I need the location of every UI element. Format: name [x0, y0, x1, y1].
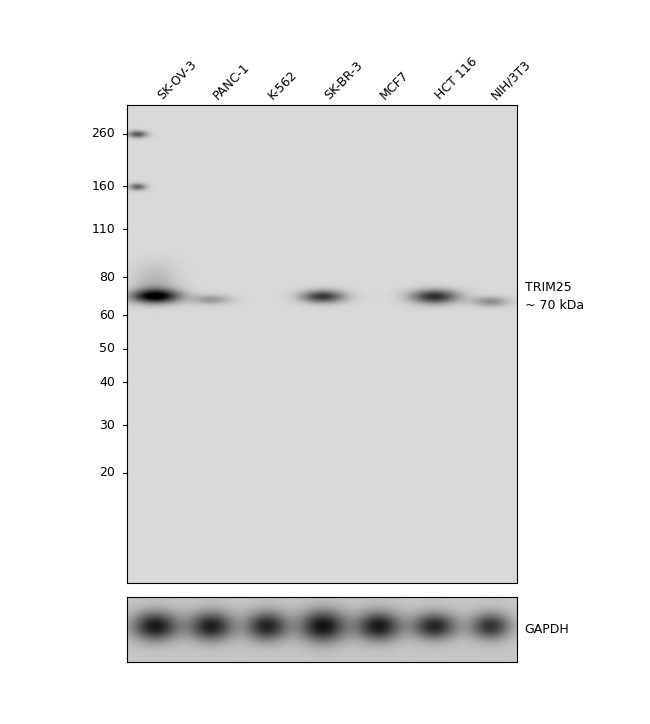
Text: 30: 30 — [99, 418, 115, 432]
Text: K-562: K-562 — [266, 68, 300, 102]
Text: SK-BR-3: SK-BR-3 — [322, 59, 365, 102]
Text: 40: 40 — [99, 376, 115, 389]
Text: 20: 20 — [99, 466, 115, 479]
Text: PANC-1: PANC-1 — [211, 61, 252, 102]
Text: TRIM25
~ 70 kDa: TRIM25 ~ 70 kDa — [525, 281, 584, 311]
Text: 260: 260 — [91, 127, 115, 140]
Text: SK-OV-3: SK-OV-3 — [155, 58, 199, 102]
Text: 160: 160 — [91, 180, 115, 193]
Text: HCT 116: HCT 116 — [433, 55, 480, 102]
Text: 60: 60 — [99, 308, 115, 321]
Text: GAPDH: GAPDH — [525, 623, 569, 636]
Text: 50: 50 — [99, 342, 115, 355]
Text: 110: 110 — [91, 223, 115, 236]
Text: 80: 80 — [99, 271, 115, 284]
Text: MCF7: MCF7 — [378, 68, 411, 102]
Text: NIH/3T3: NIH/3T3 — [489, 57, 534, 102]
